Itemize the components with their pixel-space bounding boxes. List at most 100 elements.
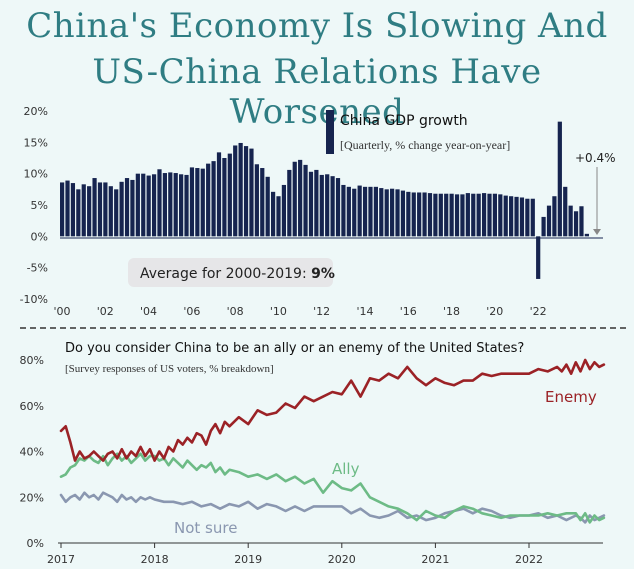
gdp-bar <box>314 169 319 237</box>
gdp-bar <box>563 186 568 237</box>
gdp-bar <box>552 196 557 237</box>
gdp-bar <box>287 169 292 237</box>
gdp-bar <box>330 176 335 237</box>
gdp-bar <box>341 184 346 237</box>
survey-y-axis: 80% 60% 40% 20% 0% <box>20 354 44 550</box>
gdp-y-tick-label: 15% <box>24 136 48 149</box>
gdp-bar <box>460 194 465 237</box>
gdp-bar <box>254 164 259 237</box>
gdp-x-tick-label: '14 <box>356 305 373 318</box>
enemy-label: Enemy <box>545 388 597 406</box>
title-line-2: US-China Relations Have Worsened <box>92 52 542 132</box>
gdp-y-tick-label: 0% <box>31 230 48 243</box>
gdp-bar <box>514 196 519 237</box>
gdp-bar <box>135 173 140 237</box>
gdp-bar <box>530 198 535 237</box>
gdp-y-tick-label: -10% <box>20 293 48 306</box>
gdp-bar <box>92 178 97 237</box>
gdp-bar <box>130 179 135 237</box>
gdp-bar <box>362 186 368 237</box>
average-label-text: Average for 2000-2019: <box>140 266 311 282</box>
average-box <box>128 258 333 287</box>
gdp-bar <box>200 168 205 237</box>
survey-y-tick-label: 0% <box>27 537 44 550</box>
gdp-bar <box>179 174 184 237</box>
last-value-arrow-head <box>593 229 601 235</box>
gdp-bar <box>541 216 546 237</box>
gdp-bar <box>189 167 195 237</box>
gdp-bar <box>519 197 525 237</box>
gdp-bar <box>400 190 406 237</box>
gdp-bar <box>384 189 389 237</box>
enemy-line <box>59 358 606 462</box>
gdp-y-tick-label: 10% <box>24 168 48 181</box>
gdp-x-tick-label: '00 <box>53 305 70 318</box>
gdp-bar <box>233 145 238 237</box>
gdp-y-tick-label: 20% <box>24 105 48 118</box>
gdp-bar <box>108 186 113 237</box>
gdp-bar <box>525 198 530 237</box>
gdp-bar <box>438 193 443 237</box>
gdp-bar <box>557 121 562 237</box>
gdp-bar <box>119 181 124 237</box>
gdp-bar <box>298 159 303 237</box>
gdp-bar <box>546 205 552 237</box>
gdp-bar <box>141 173 146 237</box>
gdp-x-tick-label: '16 <box>400 305 417 318</box>
gdp-bar <box>471 193 476 237</box>
survey-x-tick-label: 2020 <box>328 553 356 566</box>
gdp-bar <box>249 148 254 237</box>
ally-label: Ally <box>332 460 360 478</box>
gdp-bar <box>173 173 178 237</box>
gdp-bar <box>373 186 378 237</box>
gdp-bar <box>568 205 573 237</box>
gdp-x-tick-label: '10 <box>270 305 287 318</box>
survey-subtitle: [Survey responses of US voters, % breakd… <box>65 363 274 375</box>
gdp-bar <box>395 189 400 237</box>
gdp-bar <box>449 193 454 237</box>
gdp-bar <box>427 193 433 237</box>
gdp-bar <box>276 196 281 237</box>
gdp-x-tick-label: '02 <box>97 305 114 318</box>
gdp-bar <box>292 161 297 237</box>
gdp-bar <box>335 178 341 237</box>
gdp-legend-swatch <box>326 110 334 154</box>
gdp-y-axis: 20% 15% 10% 5% 0% -5% -10% <box>20 105 48 306</box>
gdp-bar <box>151 174 157 237</box>
average-label: Average for 2000-2019: 9% <box>140 266 335 282</box>
gdp-bar <box>368 186 373 237</box>
survey-x-tick-label: 2018 <box>141 553 169 566</box>
gdp-bar <box>216 152 222 237</box>
survey-x-axis: 2017 2018 2019 2020 2021 2022 <box>47 543 543 566</box>
gdp-growth-chart: 20%15%10%5%0%-5%-10% '00'02'04'06'08'10 '… <box>20 105 616 318</box>
survey-y-tick-label: 80% <box>20 354 44 367</box>
gdp-bar <box>65 180 70 237</box>
gdp-title: China GDP growth <box>340 113 468 129</box>
gdp-y-tick-label: 5% <box>31 199 48 212</box>
gdp-bar <box>206 163 211 237</box>
gdp-bar <box>379 188 384 237</box>
gdp-bar <box>211 161 216 237</box>
gdp-x-tick-label: '04 <box>140 305 157 318</box>
gdp-bar <box>357 185 362 237</box>
gdp-bar <box>97 182 103 237</box>
gdp-bar <box>503 195 508 237</box>
survey-y-tick-label: 20% <box>20 491 44 504</box>
survey-title: Do you consider China to be an ally or a… <box>65 341 524 356</box>
not-sure-line <box>59 491 606 524</box>
gdp-bar <box>498 194 503 237</box>
gdp-bar <box>454 194 460 237</box>
gdp-bar <box>536 236 541 279</box>
gdp-bar <box>422 192 427 237</box>
gdp-bar <box>319 174 324 237</box>
gdp-x-axis: '00 '02 '04 '06 '08 '10 '12 '14 '16 '18 '20 '22 <box>53 305 546 318</box>
gdp-bar <box>157 169 162 237</box>
gdp-bar <box>81 184 86 237</box>
survey-x-tick-label: 2021 <box>421 553 449 566</box>
survey-x-tick-label: 2017 <box>47 553 75 566</box>
ally-line <box>59 452 606 524</box>
gdp-bar <box>238 142 243 237</box>
gdp-bar <box>124 178 130 237</box>
gdp-bar <box>270 191 276 237</box>
gdp-bar <box>509 196 514 237</box>
